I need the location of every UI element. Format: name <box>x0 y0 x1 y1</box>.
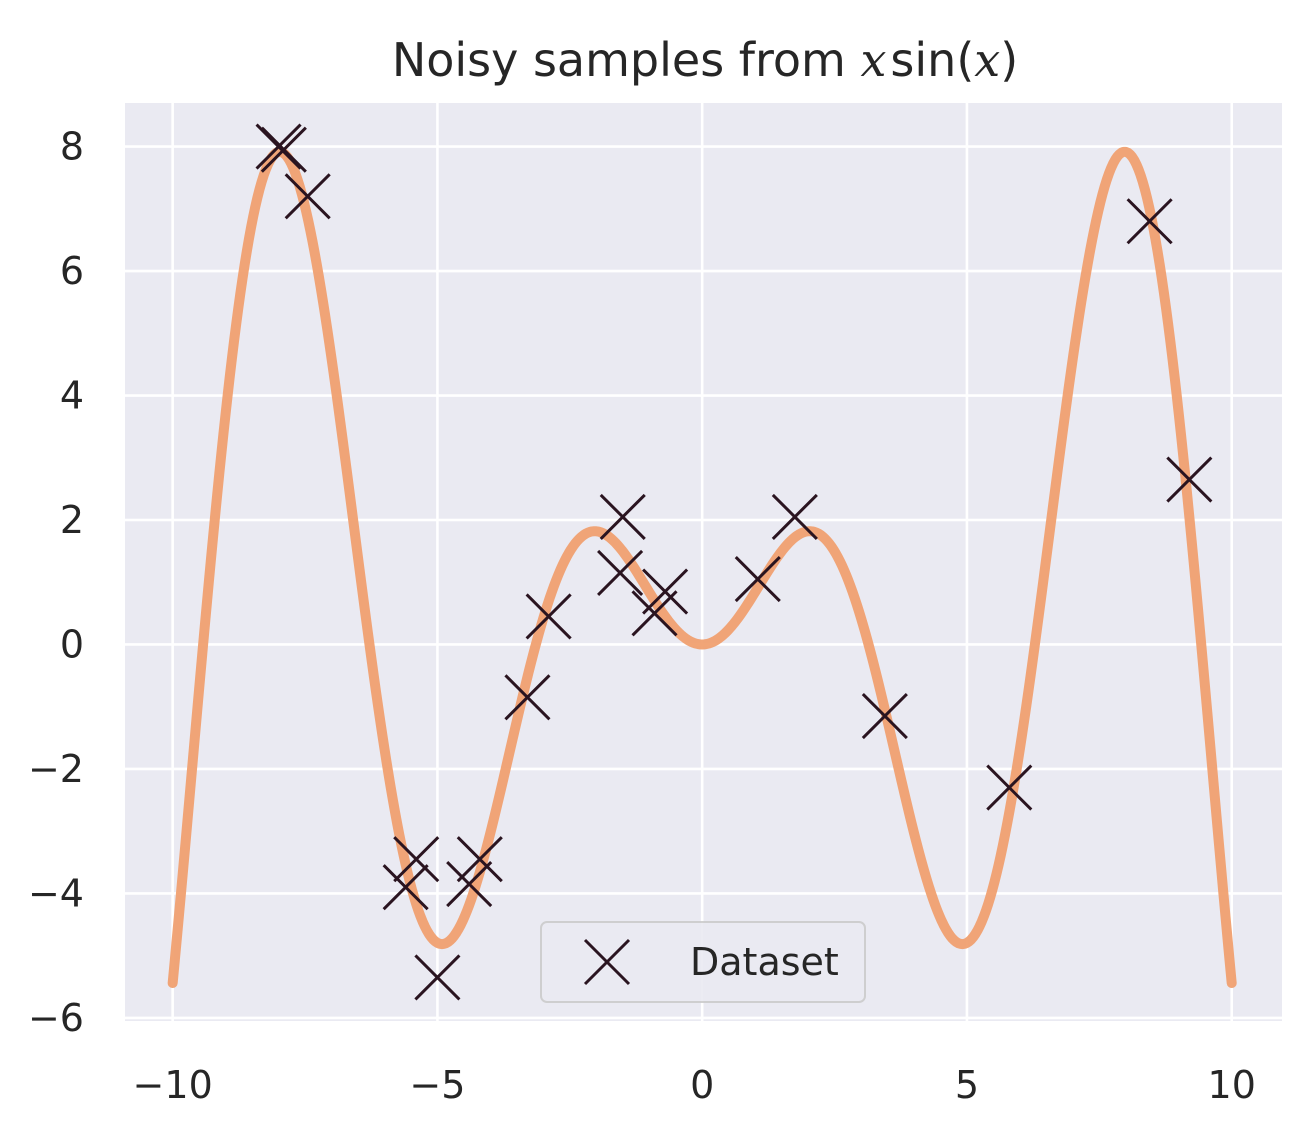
chart-title-close-paren: ) <box>1000 33 1018 87</box>
data-point-18 <box>1126 198 1173 245</box>
data-point-0 <box>255 123 302 170</box>
x-tick-label-4: 10 <box>1208 1063 1256 1107</box>
y-axis-tick-labels: −6 −4 −2 0 2 4 6 8 <box>28 125 84 1040</box>
y-tick-label-4: 2 <box>60 498 84 542</box>
data-point-16 <box>861 692 908 740</box>
chart-title-variable: x <box>860 33 886 87</box>
y-tick-label-0: −6 <box>28 996 84 1040</box>
data-point-11 <box>599 493 646 540</box>
x-tick-label-3: 5 <box>955 1063 979 1107</box>
data-point-13 <box>642 568 689 615</box>
data-point-1 <box>260 126 307 173</box>
chart-title-argument: x <box>974 33 1000 87</box>
data-point-12 <box>631 590 678 637</box>
chart-title: Noisy samples from xsin(x) <box>392 33 1018 87</box>
x-axis-tick-labels: −10 −5 0 5 10 <box>133 1063 1256 1107</box>
y-tick-label-1: −4 <box>28 871 84 915</box>
dataset-markers <box>255 123 1213 1001</box>
data-point-10 <box>597 549 644 596</box>
data-point-3 <box>382 864 429 911</box>
data-point-19 <box>1166 456 1213 503</box>
chart-title-prefix: Noisy samples from <box>392 33 861 87</box>
data-point-7 <box>456 836 503 883</box>
data-point-4 <box>393 836 440 883</box>
data-point-15 <box>771 493 818 540</box>
data-point-9 <box>525 593 572 640</box>
data-point-8 <box>504 674 551 721</box>
data-point-17 <box>986 764 1033 811</box>
legend-label-dataset: Dataset <box>690 940 839 984</box>
y-tick-label-7: 8 <box>60 125 84 169</box>
chart-title-open-paren: ( <box>956 33 974 87</box>
data-point-5 <box>414 954 461 1001</box>
plot-area <box>125 103 1282 1021</box>
y-tick-label-6: 6 <box>60 249 84 293</box>
data-point-14 <box>734 556 781 603</box>
function-curve <box>167 146 1237 989</box>
data-point-6 <box>446 861 493 908</box>
x-tick-label-0: −10 <box>133 1063 213 1107</box>
legend: Dataset <box>540 921 866 1003</box>
y-tick-label-2: −2 <box>28 747 84 791</box>
x-tick-label-2: 0 <box>690 1063 714 1107</box>
legend-marker-dataset <box>583 938 631 986</box>
legend-box <box>540 921 866 1003</box>
data-point-2 <box>284 173 331 220</box>
x-tick-label-1: −5 <box>409 1063 465 1107</box>
function-curve-group <box>167 146 1237 989</box>
y-tick-label-3: 0 <box>60 622 84 666</box>
chart-title-function: sin <box>890 33 956 87</box>
y-tick-label-5: 4 <box>60 374 84 418</box>
